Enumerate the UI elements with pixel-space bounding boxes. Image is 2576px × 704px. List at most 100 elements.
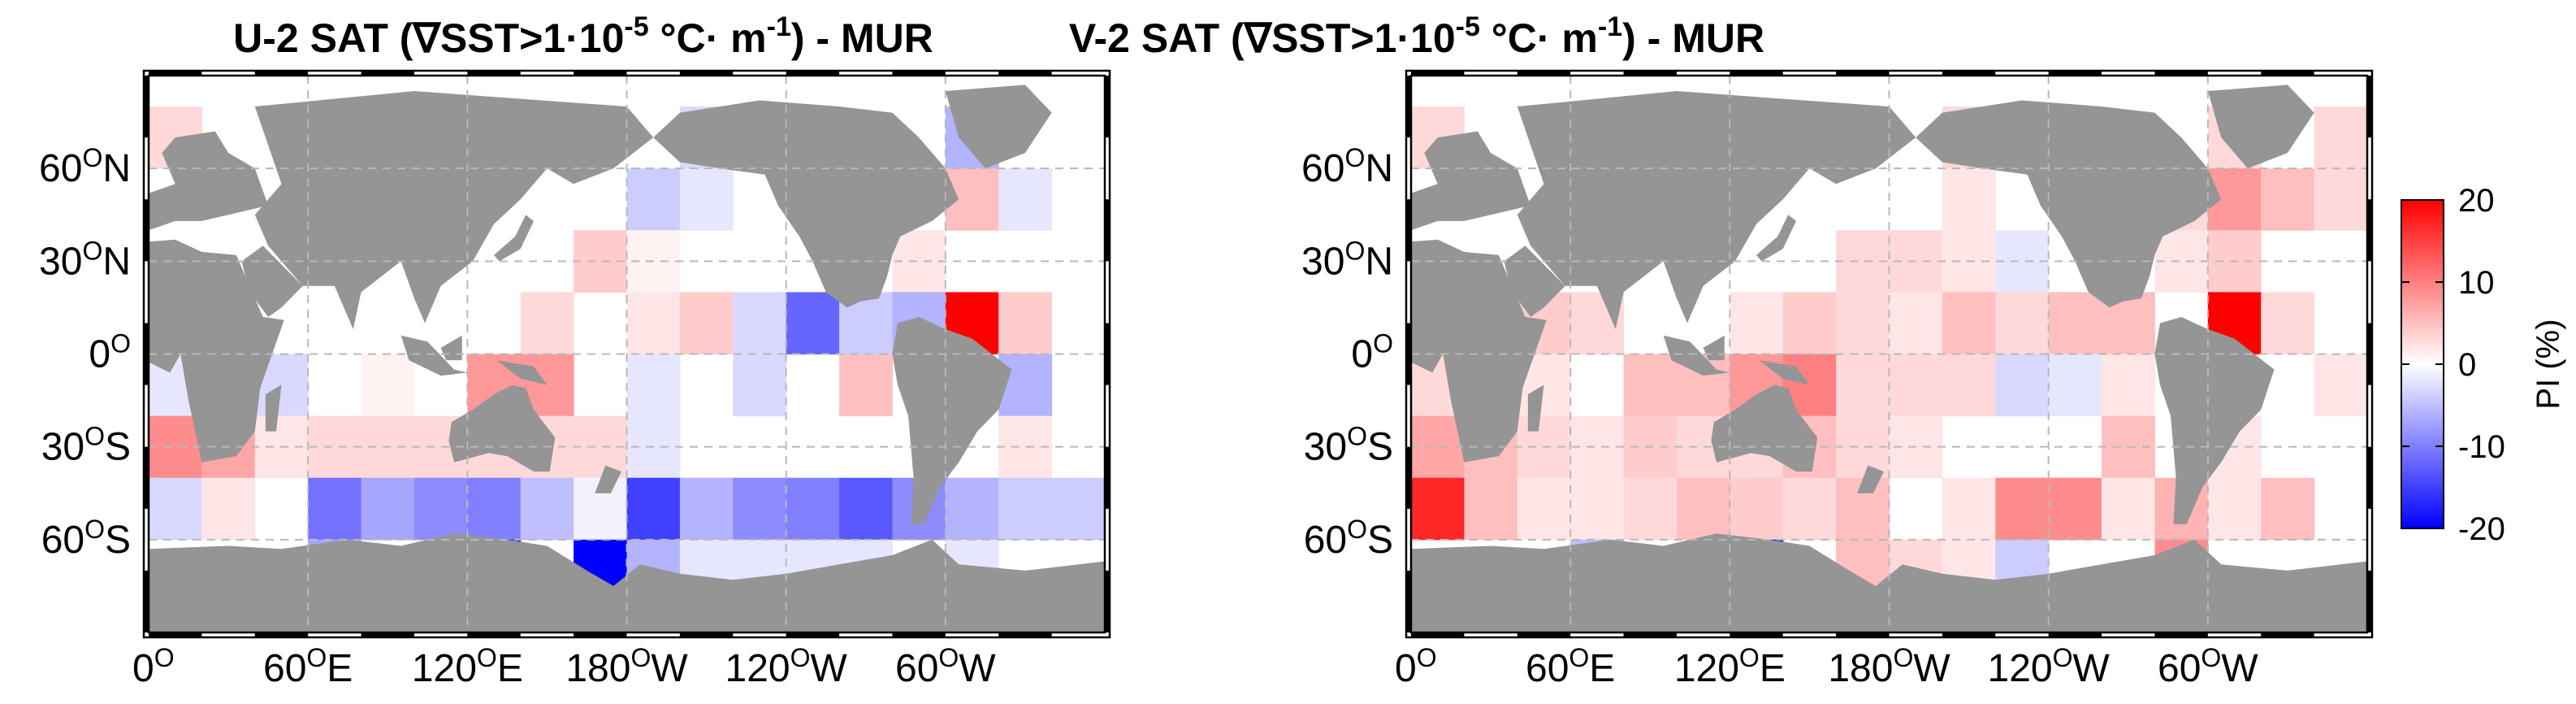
y-tick-labels: 60ON 30ON 0O 30OS 60OS <box>1301 143 1393 562</box>
x-tick-label: 180OW <box>565 643 688 690</box>
heatmap-cell <box>1942 354 1996 417</box>
heatmap-cell <box>1517 477 1571 541</box>
heatmap-cell <box>1623 354 1678 417</box>
heatmap-cell <box>626 354 681 417</box>
heatmap-cell <box>1782 292 1837 354</box>
panel-v2-sat: V-2 SAT (∇SST>1·10-5 °C· m-1) - MUR 0O 60… <box>1069 11 2374 690</box>
y-tick-label: 30OS <box>41 422 131 469</box>
heatmap-cell <box>1995 477 2050 541</box>
panel-title: V-2 SAT (∇SST>1·10-5 °C· m-1) - MUR <box>1069 11 1764 61</box>
heatmap-cell <box>1995 354 2050 417</box>
heatmap-cell <box>308 477 362 541</box>
x-tick-label: 120OE <box>412 643 523 690</box>
x-tick-label: 0O <box>132 643 175 690</box>
x-tick-labels: 0O 60OE 120OE 180OW 120OW 60OW <box>132 643 996 690</box>
heatmap-cell <box>679 168 734 231</box>
heatmap-cell <box>2048 477 2102 541</box>
colorbar: 20 10 0 -10 -20 PI (%) <box>2401 183 2566 547</box>
colorbar-tick-label: -10 <box>2458 429 2505 465</box>
heatmap-cell <box>1836 292 1890 354</box>
heatmap-cell <box>1889 292 1943 354</box>
heatmap-cell <box>626 168 681 231</box>
heatmap-cell <box>733 477 787 541</box>
heatmap-cell <box>945 477 999 541</box>
y-tick-label: 30ON <box>39 236 131 283</box>
heatmap-cell <box>786 292 840 354</box>
heatmap-cell <box>1942 168 1996 231</box>
heatmap-cell <box>626 292 681 354</box>
heatmap-cell <box>1464 477 1518 541</box>
y-tick-label: 60OS <box>41 515 131 562</box>
heatmap-cell <box>467 477 522 541</box>
map-frame-ticks <box>1406 71 2372 637</box>
map-frame-ticks <box>144 71 1110 637</box>
heatmap-cell <box>839 354 893 417</box>
heatmap-cell <box>998 292 1053 354</box>
heatmap-cell <box>2314 168 2367 231</box>
colorbar-tick-label: 0 <box>2458 347 2476 383</box>
x-tick-label: 180OW <box>1828 643 1950 690</box>
heatmap-cell <box>1995 292 2050 354</box>
heatmap-cell <box>679 477 734 541</box>
heatmap-cell <box>733 354 787 417</box>
heatmap-cell <box>2261 292 2315 354</box>
x-tick-label: 60OE <box>1526 643 1615 690</box>
heatmap-cell <box>1051 477 1105 541</box>
heatmap-cell <box>1570 477 1625 541</box>
y-tick-label: 30ON <box>1301 236 1393 283</box>
x-tick-label: 60OW <box>2158 643 2258 690</box>
y-tick-labels: 60ON 30ON 0O 30OS 60OS <box>39 143 131 562</box>
heatmap-cell <box>2048 354 2102 417</box>
heatmap-cell <box>733 292 787 354</box>
y-tick-label: 60OS <box>1304 515 1393 562</box>
y-tick-label: 0O <box>1351 329 1393 376</box>
heatmap-cell <box>679 292 734 354</box>
heatmap-cell <box>1782 477 1837 541</box>
heatmap-cell <box>1889 354 1943 417</box>
heatmap-cell <box>998 354 1053 417</box>
heatmap-cell <box>413 477 468 541</box>
y-tick-label: 0O <box>89 329 131 376</box>
panel-title: U-2 SAT (∇SST>1·10-5 °C· m-1) - MUR <box>233 11 933 61</box>
heatmap-cell <box>2261 477 2315 541</box>
x-tick-label: 120OE <box>1674 643 1786 690</box>
map-plot-area: 0O 60OE 120OE 180OW 120OW 60OW60ON30ON0O30OS6… <box>1301 69 2374 690</box>
heatmap-cell <box>998 477 1053 541</box>
x-tick-label: 120OW <box>1988 643 2111 690</box>
graticule <box>1411 76 2367 632</box>
heatmap-cell <box>2207 477 2262 541</box>
panel-u2-sat: U-2 SAT (∇SST>1·10-5 °C· m-1) - MUR 0O 60… <box>39 11 1111 690</box>
heatmap-cell <box>2102 354 2155 417</box>
x-tick-label: 60OE <box>263 643 353 690</box>
x-tick-label: 0O <box>1395 643 1437 690</box>
heatmap-cell <box>2314 354 2367 417</box>
heatmap-cell <box>1730 292 1784 354</box>
x-tick-labels: 0O 60OE 120OE 180OW 120OW 60OW <box>1395 643 2258 690</box>
heatmap-cell <box>998 168 1053 231</box>
heatmap-cell <box>201 477 256 541</box>
heatmap-cell <box>1623 477 1678 541</box>
y-tick-label: 60ON <box>39 143 131 190</box>
colorbar-tick-label: 20 <box>2458 183 2495 219</box>
y-tick-label: 30OS <box>1304 422 1393 469</box>
heatmap-cell <box>2102 477 2155 541</box>
heatmap-cell <box>1942 477 1996 541</box>
colorbar-tick-label: -20 <box>2458 511 2505 547</box>
heatmap-cell <box>2048 292 2102 354</box>
colorbar-tick-label: 10 <box>2458 265 2495 301</box>
colorbar-label: PI (%) <box>2531 319 2566 409</box>
heatmap-cell <box>2314 106 2367 169</box>
graticule <box>149 76 1105 632</box>
heatmap-cell <box>149 477 202 541</box>
heatmap-cell <box>361 354 415 417</box>
heatmap-cell <box>1942 292 1996 354</box>
y-tick-label: 60ON <box>1301 143 1393 190</box>
x-tick-label: 60OW <box>895 643 996 690</box>
heatmap-cell <box>2261 168 2315 231</box>
heatmap-cell <box>1676 477 1730 541</box>
heatmap-cell <box>839 477 893 541</box>
heatmap-cell <box>361 477 415 541</box>
heatmap-cell <box>786 477 840 541</box>
heatmap-cell <box>1836 354 1890 417</box>
heatmap-cell <box>1730 477 1784 541</box>
